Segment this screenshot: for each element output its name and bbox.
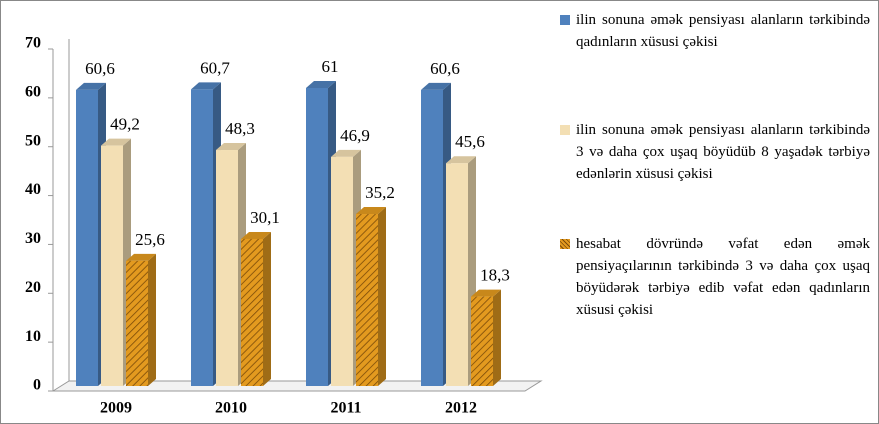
bar-top xyxy=(216,143,246,151)
value-label: 61 xyxy=(322,57,339,76)
bar-top xyxy=(241,231,271,239)
bar xyxy=(216,150,238,386)
legend-label: hesabat dövründə vəfat edən əmək pensiya… xyxy=(576,236,870,318)
bar-top xyxy=(76,82,106,90)
bar xyxy=(306,87,328,386)
legend-entry: ilin sonuna əmək pensiyası alanların tər… xyxy=(558,9,870,53)
y-tick-label: 40 xyxy=(25,181,41,198)
y-tick-label: 0 xyxy=(33,377,41,394)
bar xyxy=(471,296,493,386)
bar-top xyxy=(446,156,476,164)
legend-label: ilin sonuna əmək pensiyası alanların tər… xyxy=(576,12,870,50)
bar-top xyxy=(191,82,221,90)
y-tick-label: 60 xyxy=(25,84,41,101)
bar-side xyxy=(148,253,156,386)
value-label: 60,6 xyxy=(85,59,115,78)
value-label: 46,9 xyxy=(340,126,370,145)
bar-side xyxy=(493,289,501,386)
legend-swatch xyxy=(560,15,570,25)
bar-top xyxy=(126,253,156,261)
chart: 0 10 20 30 40 50 60 70 2009 60,6 49,2 25,6 2010 60,7 4… xyxy=(25,35,543,417)
legend-swatch xyxy=(560,125,570,135)
bar-top xyxy=(471,289,501,297)
floor xyxy=(51,380,543,392)
bar-top xyxy=(356,207,386,215)
bar xyxy=(76,89,98,386)
bar xyxy=(446,163,468,386)
legend-swatch xyxy=(560,239,570,249)
y-tick-label: 20 xyxy=(25,279,41,296)
y-tick-label: 10 xyxy=(25,328,41,345)
y-tick-label: 50 xyxy=(25,132,41,149)
bar xyxy=(421,89,443,386)
bar-top xyxy=(306,80,336,88)
x-tick-label: 2009 xyxy=(100,400,132,417)
value-label: 18,3 xyxy=(480,265,510,284)
bar-top xyxy=(331,149,361,157)
value-label: 60,6 xyxy=(430,59,460,78)
x-tick-label: 2011 xyxy=(330,400,361,417)
legend-entry: hesabat dövründə vəfat edən əmək pensiya… xyxy=(558,233,870,321)
value-label: 60,7 xyxy=(200,58,230,77)
bar-side xyxy=(263,231,271,386)
value-label: 45,6 xyxy=(455,132,485,151)
bar xyxy=(356,214,378,386)
value-label: 48,3 xyxy=(225,119,255,138)
bar xyxy=(241,238,263,386)
bar xyxy=(331,156,353,386)
value-label: 30,1 xyxy=(250,208,280,227)
bar xyxy=(191,89,213,387)
bar-top xyxy=(421,82,451,90)
legend-label: ilin sonuna əmək pensiyası alanların tər… xyxy=(576,122,870,182)
value-label: 49,2 xyxy=(110,115,140,134)
bar xyxy=(126,260,148,386)
y-tick-label: 30 xyxy=(25,230,41,247)
x-tick-label: 2010 xyxy=(215,400,247,417)
value-label: 35,2 xyxy=(365,183,395,202)
bar-side xyxy=(378,207,386,386)
x-tick-label: 2012 xyxy=(445,400,477,417)
legend: ilin sonuna əmək pensiyası alanların tər… xyxy=(558,9,870,321)
bar-top xyxy=(101,138,131,146)
value-label: 25,6 xyxy=(135,230,165,249)
y-tick-label: 70 xyxy=(25,35,41,52)
legend-entry: ilin sonuna əmək pensiyası alanların tər… xyxy=(558,119,870,185)
bar xyxy=(101,145,123,386)
